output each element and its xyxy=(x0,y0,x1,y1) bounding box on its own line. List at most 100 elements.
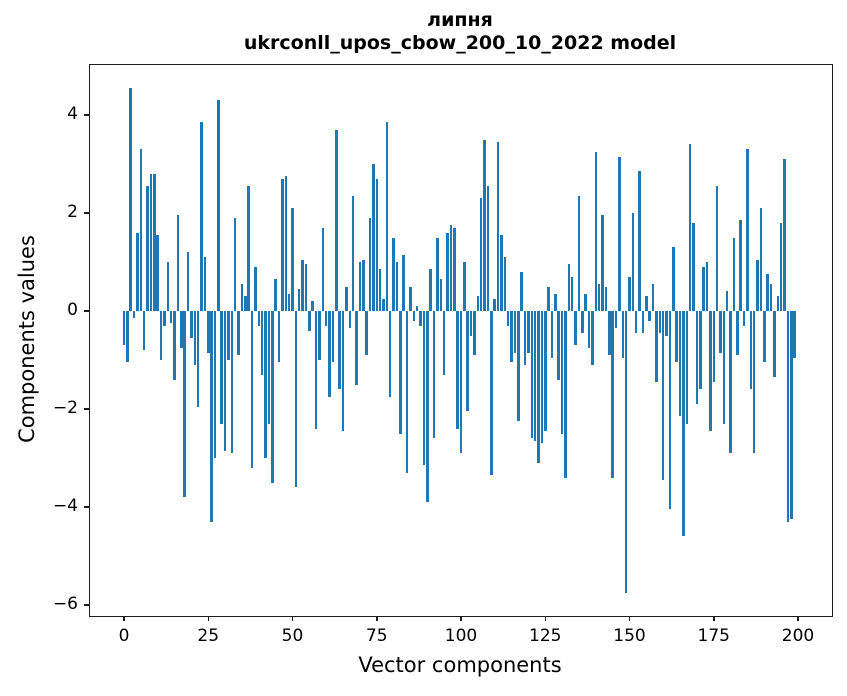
bar xyxy=(756,259,759,311)
bar xyxy=(729,311,732,454)
bar xyxy=(399,311,402,434)
bar xyxy=(402,254,405,311)
bar xyxy=(678,311,682,417)
x-tick-label: 175 xyxy=(697,626,730,646)
y-tick-mark xyxy=(83,506,89,508)
bar xyxy=(776,296,780,311)
bar xyxy=(196,311,200,407)
plot-area: 0 25 50 75 100 125 150 175 200 4 2 0 −2 −4 −6 xyxy=(53,64,833,646)
bar xyxy=(267,311,271,424)
bar xyxy=(426,311,429,503)
bar xyxy=(544,311,547,432)
bar xyxy=(695,311,699,405)
bar xyxy=(341,311,345,432)
x-tick-label: 50 xyxy=(281,626,304,646)
bar xyxy=(722,311,726,424)
bar xyxy=(139,149,143,311)
chart-title-line2: ukrconll_upos_cbow_200_10_2022 model xyxy=(243,32,677,54)
bar xyxy=(790,311,793,520)
bar xyxy=(415,306,419,311)
bar xyxy=(567,264,571,311)
bar xyxy=(503,257,507,311)
bar xyxy=(385,122,389,311)
bar xyxy=(409,286,412,311)
bar xyxy=(362,259,365,311)
bar xyxy=(645,296,648,311)
bar xyxy=(166,262,170,311)
bar xyxy=(217,100,220,311)
bar xyxy=(523,311,527,365)
bar xyxy=(126,311,129,363)
bar xyxy=(732,237,736,311)
bar xyxy=(277,311,281,363)
bar xyxy=(608,311,611,356)
bar xyxy=(513,311,517,353)
x-tick-label: 25 xyxy=(197,626,220,646)
bar xyxy=(335,129,338,311)
bar xyxy=(537,311,540,463)
bar xyxy=(213,311,217,458)
bar xyxy=(291,208,294,311)
bar xyxy=(570,276,574,311)
bar xyxy=(311,301,314,311)
bar xyxy=(294,311,298,488)
bar xyxy=(146,186,149,311)
bar xyxy=(304,264,308,311)
bar xyxy=(597,284,601,311)
bar xyxy=(486,186,490,311)
bar xyxy=(169,311,173,324)
bar xyxy=(712,311,715,383)
bar xyxy=(247,186,250,311)
bar xyxy=(237,311,240,356)
bar xyxy=(149,173,153,311)
x-tick-label: 100 xyxy=(444,626,478,646)
bar xyxy=(382,298,385,311)
x-tick-mark xyxy=(123,616,125,621)
bar xyxy=(766,274,769,311)
bar xyxy=(759,208,763,311)
bar xyxy=(436,237,439,311)
bar xyxy=(715,186,719,311)
bar xyxy=(672,247,675,311)
bar xyxy=(331,311,335,363)
bar xyxy=(210,311,213,522)
bar xyxy=(297,288,301,311)
bar xyxy=(466,311,469,412)
bar xyxy=(395,262,399,311)
bar xyxy=(577,195,581,311)
bar xyxy=(520,271,523,311)
bar xyxy=(442,311,446,375)
bar xyxy=(355,311,358,385)
bar xyxy=(153,173,156,311)
bar xyxy=(129,88,132,311)
bar xyxy=(496,141,500,311)
bar xyxy=(345,286,348,311)
bar xyxy=(405,311,409,473)
bar xyxy=(233,217,237,311)
y-tick-label: −4 xyxy=(52,496,78,516)
bar xyxy=(611,311,614,478)
bar xyxy=(463,262,466,311)
bar xyxy=(419,311,422,326)
bar xyxy=(301,259,304,311)
bar xyxy=(163,311,166,326)
bar xyxy=(173,311,176,380)
bar xyxy=(786,311,790,522)
x-tick-mark xyxy=(544,616,546,621)
bar xyxy=(257,311,261,326)
bar xyxy=(658,311,662,334)
bar xyxy=(432,311,436,439)
y-tick-label: −6 xyxy=(52,594,78,614)
bar xyxy=(668,311,672,510)
bar xyxy=(159,311,163,360)
bar xyxy=(719,311,722,353)
bar xyxy=(348,311,352,329)
bar xyxy=(324,311,328,326)
y-axis-label-text: Components values xyxy=(15,235,39,443)
x-tick-mark xyxy=(207,616,209,621)
bar xyxy=(763,311,766,363)
bar xyxy=(193,311,197,365)
x-tick-label: 75 xyxy=(365,626,388,646)
bar xyxy=(510,311,513,363)
